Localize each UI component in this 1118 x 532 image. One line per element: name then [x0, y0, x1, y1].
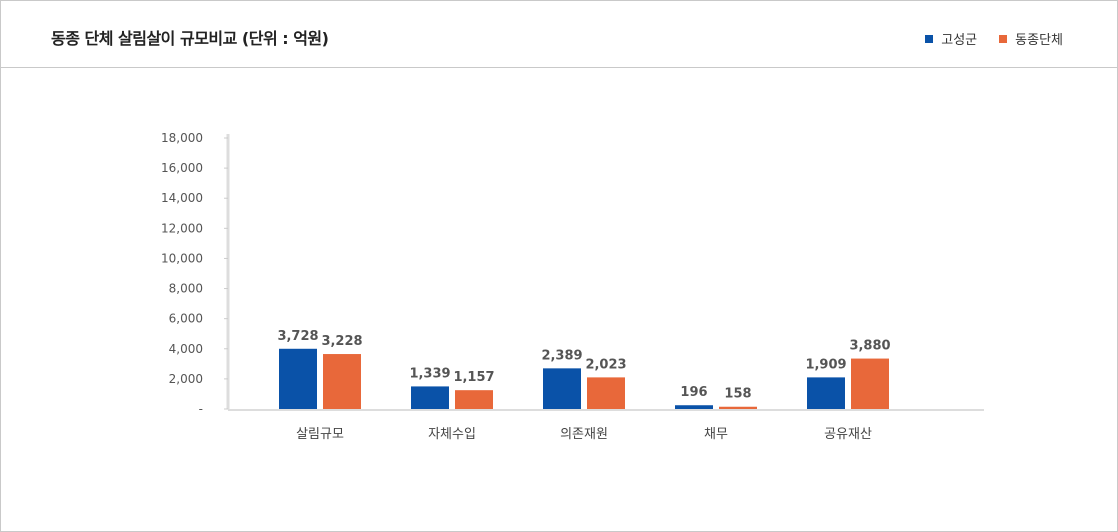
- chart-legend: 고성군 동종단체: [925, 29, 1063, 48]
- y-tick-label: 14,000: [161, 191, 203, 205]
- chart-header: 동종 단체 살림살이 규모비교 (단위 : 억원) 고성군 동종단체: [1, 1, 1117, 68]
- y-tick-label: 16,000: [161, 161, 203, 175]
- legend-item-series-1: 고성군: [925, 29, 977, 48]
- bar-series-2: [719, 406, 757, 409]
- y-tick-label: 4,000: [169, 342, 203, 356]
- bar-series-1: [675, 405, 713, 409]
- data-label: 2,389: [541, 348, 582, 363]
- legend-swatch-series-2: [999, 34, 1008, 43]
- bar-series-1: [807, 377, 845, 409]
- bar-series-2: [455, 390, 493, 409]
- chart-title: 동종 단체 살림살이 규모비교 (단위 : 억원): [51, 29, 329, 48]
- legend-item-series-2: 동종단체: [999, 29, 1063, 48]
- data-label: 2,023: [585, 357, 626, 372]
- bar-series-2: [587, 377, 625, 409]
- data-label: 1,157: [453, 370, 494, 385]
- bar-series-1: [411, 386, 449, 409]
- x-category-label: 살림규모: [296, 427, 344, 442]
- x-category-label: 자체수입: [428, 427, 476, 442]
- y-tick-label: 2,000: [169, 372, 203, 386]
- data-label: 196: [680, 385, 707, 400]
- data-label: 1,909: [805, 357, 846, 372]
- y-tick-label: 10,000: [161, 251, 203, 265]
- x-category-label: 의존재원: [560, 427, 608, 442]
- y-tick-label: 6,000: [169, 312, 203, 326]
- bar-series-2: [851, 358, 889, 409]
- data-label: 1,339: [409, 366, 450, 381]
- bar-series-2: [323, 354, 361, 409]
- y-tick-label: 8,000: [169, 282, 203, 296]
- bar-series-1: [279, 348, 317, 409]
- bar-series-1: [543, 368, 581, 409]
- legend-label-series-2: 동종단체: [1015, 33, 1063, 48]
- data-label: 3,228: [321, 334, 362, 349]
- y-tick-label: 12,000: [161, 221, 203, 235]
- data-label: 158: [724, 387, 751, 402]
- x-category-label: 공유재산: [824, 427, 872, 442]
- x-category-label: 채무: [704, 427, 728, 442]
- data-label: 3,880: [849, 339, 890, 354]
- legend-label-series-1: 고성군: [941, 33, 978, 48]
- legend-swatch-series-1: [925, 34, 934, 43]
- data-label: 3,728: [277, 329, 318, 344]
- y-tick-label: 18,000: [161, 131, 203, 145]
- y-tick-label: -: [199, 402, 203, 416]
